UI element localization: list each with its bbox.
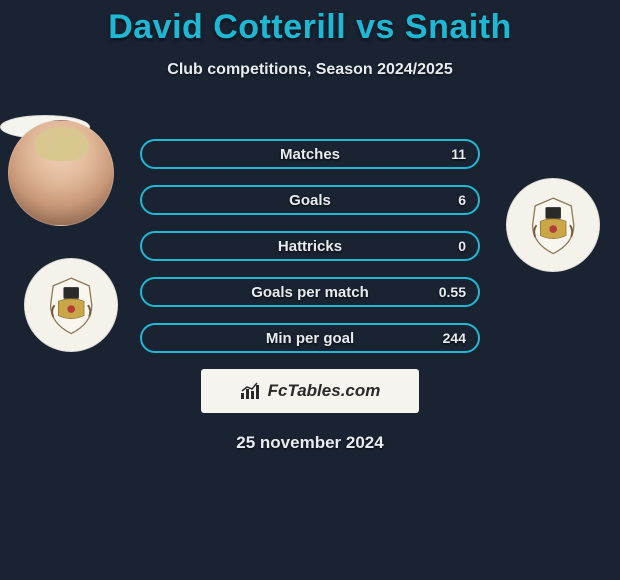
bar-chart-icon xyxy=(240,382,262,400)
stat-value-right: 244 xyxy=(443,330,466,346)
stat-value-right: 0.55 xyxy=(439,284,466,300)
stat-label: Min per goal xyxy=(266,330,354,347)
stats-list: Matches 11 Goals 6 Hattricks 0 Goals per… xyxy=(0,139,620,353)
stat-label: Goals per match xyxy=(251,284,369,301)
stat-row: Min per goal 244 xyxy=(140,323,480,353)
stat-label: Goals xyxy=(289,192,331,209)
stat-row: Hattricks 0 xyxy=(140,231,480,261)
comparison-title: David Cotterill vs Snaith xyxy=(0,8,620,47)
fctables-label: FcTables.com xyxy=(268,381,381,401)
comparison-subtitle: Club competitions, Season 2024/2025 xyxy=(0,61,620,79)
fctables-link[interactable]: FcTables.com xyxy=(201,369,419,413)
stat-value-right: 0 xyxy=(458,238,466,254)
stat-value-right: 6 xyxy=(458,192,466,208)
stat-label: Hattricks xyxy=(278,238,342,255)
stat-row: Goals per match 0.55 xyxy=(140,277,480,307)
stat-value-right: 11 xyxy=(451,146,466,162)
comparison-card: David Cotterill vs Snaith Club competiti… xyxy=(0,0,620,453)
stat-row: Matches 11 xyxy=(140,139,480,169)
date-text: 25 november 2024 xyxy=(0,433,620,453)
stat-label: Matches xyxy=(280,146,340,163)
stat-row: Goals 6 xyxy=(140,185,480,215)
